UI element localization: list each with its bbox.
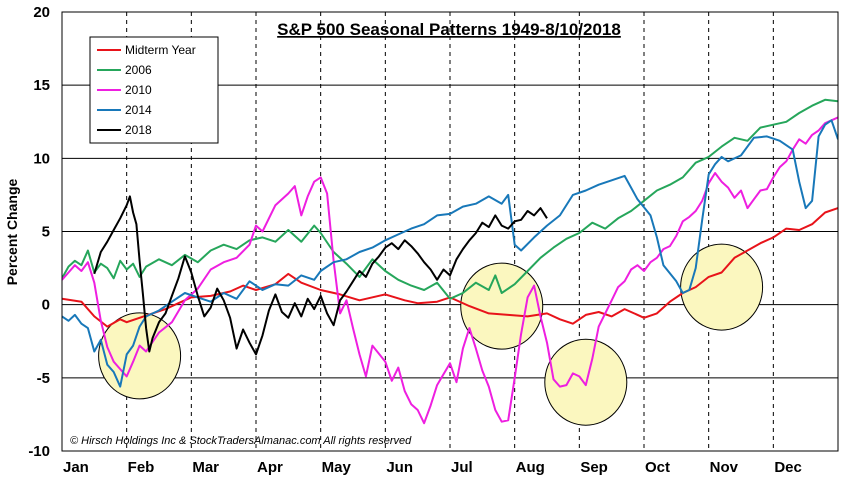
y-tick-label: 5 (42, 224, 50, 241)
x-tick-label: Dec (774, 459, 802, 476)
x-tick-label: Jan (63, 459, 89, 476)
plot-frame (61, 11, 839, 452)
legend: Midterm Year 2006 2010 2014 2018 (89, 36, 219, 144)
x-tick-label: Mar (192, 459, 219, 476)
legend-label: 2006 (125, 63, 152, 77)
y-tick-label: 10 (33, 150, 50, 167)
highlight-circle (460, 262, 544, 350)
y-tick-label: 20 (33, 4, 50, 21)
x-tick-label: Feb (128, 459, 155, 476)
chart-title: S&P 500 Seasonal Patterns 1949-8/10/2018 (277, 20, 621, 39)
legend-label: 2010 (125, 83, 152, 97)
x-tick-label: Jun (386, 459, 413, 476)
y-tick-label: -5 (37, 370, 50, 387)
series-line-midterm-year (62, 207, 838, 328)
x-tick-label: Aug (516, 459, 545, 476)
legend-label: 2018 (125, 123, 152, 137)
x-tick-label: May (322, 459, 352, 476)
y-tick-label: -10 (28, 443, 50, 460)
copyright-note: © Hirsch Holdings Inc & StockTradersAlma… (70, 435, 412, 447)
series-line-2018 (93, 195, 548, 356)
legend-label: Midterm Year (125, 43, 196, 57)
highlight-circles (98, 243, 764, 426)
x-tick-label: Nov (710, 459, 739, 476)
legend-label: 2014 (125, 103, 152, 117)
y-axis-label: Percent Change (4, 178, 20, 285)
x-tick-label: Sep (580, 459, 608, 476)
x-tick-labels: Jan Feb Mar Apr May Jun Jul Aug Sep Oct Nov Dec (63, 459, 802, 476)
y-tick-labels: -10 -5 0 5 10 15 20 (28, 4, 50, 460)
highlight-circle (98, 312, 182, 400)
x-tick-label: Jul (451, 459, 473, 476)
y-tick-label: 15 (33, 77, 50, 94)
series-line-2006 (62, 98, 838, 300)
y-tick-label: 0 (42, 297, 50, 314)
x-tick-label: Oct (645, 459, 670, 476)
highlight-circle (680, 243, 764, 331)
series-lines (62, 98, 838, 425)
x-tick-label: Apr (257, 459, 283, 476)
series-line-2010 (62, 116, 838, 425)
